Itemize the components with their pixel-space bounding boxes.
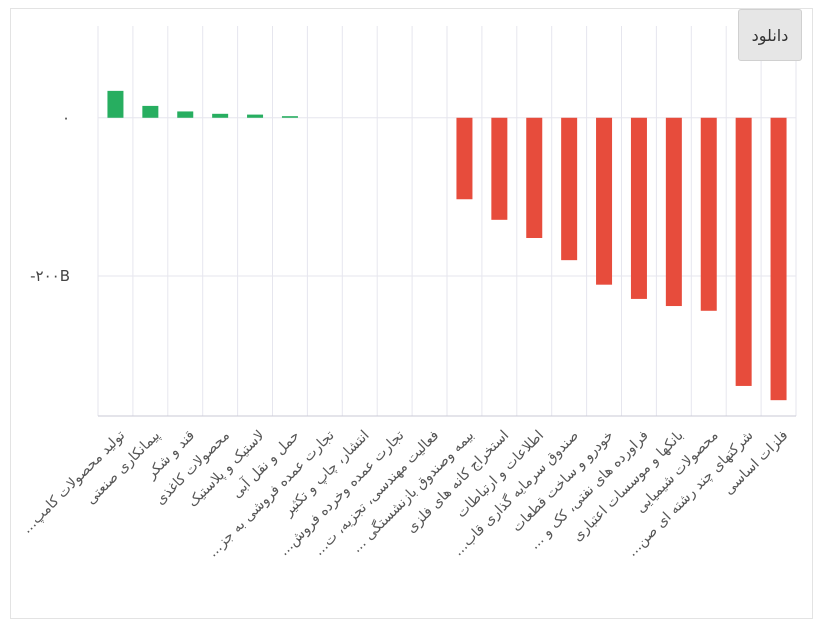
bar — [526, 117, 543, 239]
bar — [630, 117, 647, 299]
y-tick-label: ۰ — [62, 109, 70, 127]
bar — [596, 117, 613, 285]
bar — [491, 117, 508, 220]
chart-card: ۰ -۲۰۰B ...تولید محصولات کامپ پیمانکاری صنع… — [10, 8, 813, 619]
bar — [212, 113, 229, 118]
download-button[interactable]: دانلود — [738, 9, 802, 61]
bar — [281, 116, 298, 118]
bar — [561, 117, 578, 261]
bar — [770, 117, 787, 401]
bar — [700, 117, 717, 311]
bar — [665, 117, 682, 307]
bar — [107, 90, 124, 118]
bar — [142, 105, 159, 118]
bar — [177, 111, 194, 118]
bar — [456, 117, 473, 200]
bar — [247, 114, 264, 118]
bar — [735, 117, 752, 386]
y-tick-label: -۲۰۰B — [30, 267, 70, 285]
